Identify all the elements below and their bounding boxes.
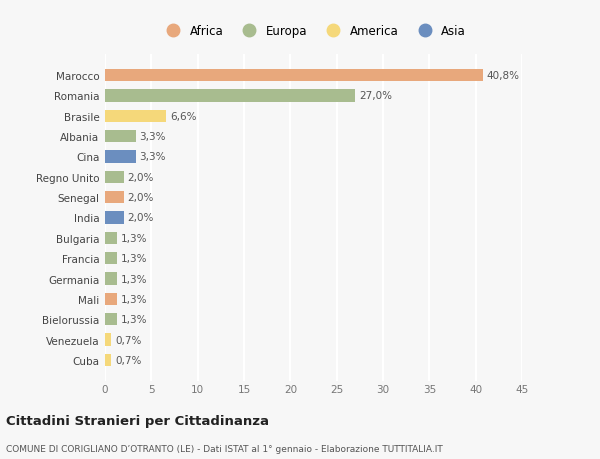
Bar xyxy=(105,111,166,123)
Text: 0,7%: 0,7% xyxy=(115,355,142,365)
Text: 1,3%: 1,3% xyxy=(121,294,147,304)
Text: 1,3%: 1,3% xyxy=(121,314,147,325)
Text: 1,3%: 1,3% xyxy=(121,233,147,243)
Text: 2,0%: 2,0% xyxy=(127,193,154,203)
Bar xyxy=(105,293,117,305)
Text: 2,0%: 2,0% xyxy=(127,213,154,223)
Bar xyxy=(105,334,112,346)
Bar xyxy=(105,171,124,184)
Legend: Africa, Europa, America, Asia: Africa, Europa, America, Asia xyxy=(161,25,466,38)
Text: 1,3%: 1,3% xyxy=(121,274,147,284)
Text: 27,0%: 27,0% xyxy=(359,91,392,101)
Text: 6,6%: 6,6% xyxy=(170,112,196,122)
Text: 40,8%: 40,8% xyxy=(487,71,520,81)
Text: Cittadini Stranieri per Cittadinanza: Cittadini Stranieri per Cittadinanza xyxy=(6,414,269,428)
Bar xyxy=(105,131,136,143)
Bar xyxy=(105,192,124,204)
Bar xyxy=(105,313,117,325)
Text: 1,3%: 1,3% xyxy=(121,254,147,263)
Text: 0,7%: 0,7% xyxy=(115,335,142,345)
Bar xyxy=(105,354,112,366)
Text: 3,3%: 3,3% xyxy=(139,132,166,142)
Text: COMUNE DI CORIGLIANO D’OTRANTO (LE) - Dati ISTAT al 1° gennaio - Elaborazione TU: COMUNE DI CORIGLIANO D’OTRANTO (LE) - Da… xyxy=(6,444,443,453)
Bar xyxy=(105,212,124,224)
Text: 2,0%: 2,0% xyxy=(127,173,154,182)
Bar xyxy=(105,70,483,82)
Bar xyxy=(105,90,355,102)
Bar xyxy=(105,151,136,163)
Bar xyxy=(105,273,117,285)
Bar xyxy=(105,232,117,244)
Bar xyxy=(105,252,117,265)
Text: 3,3%: 3,3% xyxy=(139,152,166,162)
